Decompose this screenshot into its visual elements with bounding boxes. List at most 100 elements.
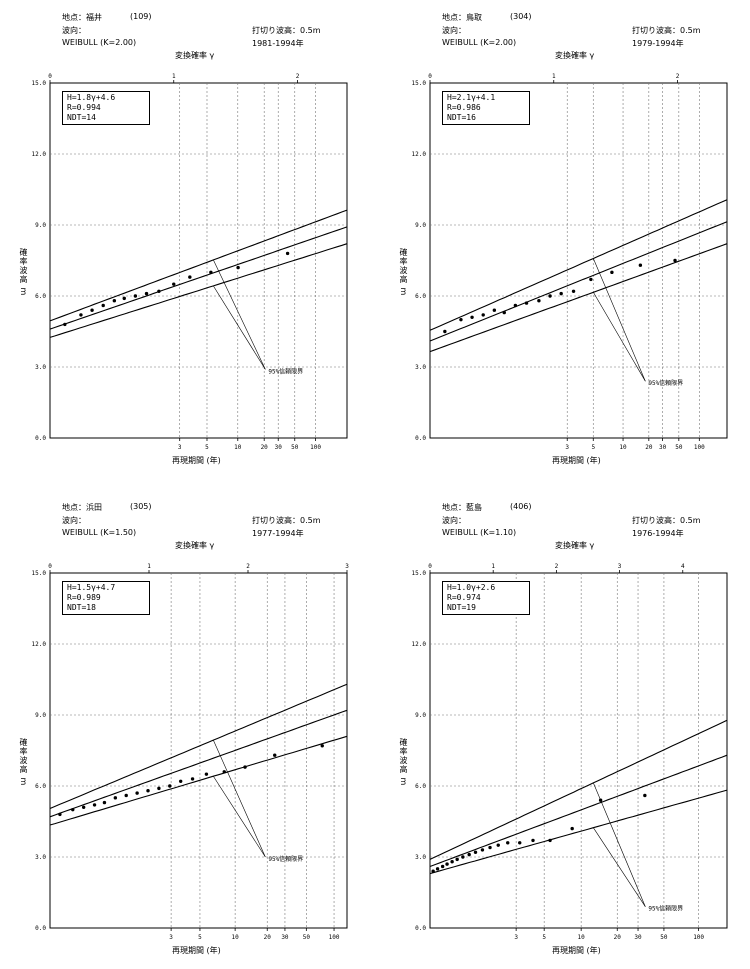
data-point — [222, 770, 226, 774]
y-tick-label: 12.0 — [32, 641, 47, 648]
return-period-tick-label: 5 — [205, 444, 209, 451]
ci-upper-line — [49, 683, 348, 810]
direction-label: 波向： — [62, 26, 86, 35]
distribution-label: WEIBULL (K=2.00) — [62, 38, 137, 47]
ci-lower-line — [429, 789, 728, 875]
data-point — [467, 852, 471, 857]
plot-frame — [49, 572, 348, 929]
period-label: 1979-1994年 — [632, 39, 684, 48]
y-axis-label: 確率波高 m — [19, 738, 28, 787]
station-label: 地点：浜田 — [62, 503, 102, 512]
return-period-tick-label: 5 — [542, 934, 546, 941]
station-label: 地点：鳥取 — [442, 13, 482, 22]
data-point — [506, 841, 510, 845]
plot-frame — [429, 82, 728, 439]
data-point — [571, 289, 576, 293]
data-point — [513, 303, 518, 308]
equation-box: H=1.5γ+4.7 R=0.989 NDT=18 — [62, 581, 150, 615]
data-point — [124, 793, 128, 798]
y-tick-label: 3.0 — [415, 854, 426, 861]
ci-upper-line — [429, 719, 728, 860]
ci-lower-line — [49, 735, 348, 826]
station-code: (406) — [510, 502, 532, 511]
data-point — [243, 765, 247, 769]
data-point — [273, 753, 277, 757]
y-tick-label: 15.0 — [32, 570, 47, 577]
data-point — [440, 864, 445, 869]
gamma-tick-label: 4 — [681, 563, 685, 570]
gamma-tick-label: 2 — [676, 73, 680, 80]
transform-axis-title: 変換確率 γ — [175, 51, 215, 60]
data-point — [172, 282, 176, 286]
station-code: (304) — [510, 12, 532, 21]
data-point — [537, 299, 541, 303]
data-point — [496, 843, 500, 847]
fit-line — [49, 709, 348, 818]
return-period-axis-title: 再現期間 (年) — [552, 456, 601, 465]
equation-box: H=2.1γ+4.1 R=0.986 NDT=16 — [442, 91, 530, 125]
data-point — [559, 291, 563, 296]
distribution-label: WEIBULL (K=1.50) — [62, 528, 137, 537]
data-point — [71, 807, 75, 812]
return-period-tick-label: 100 — [329, 934, 340, 941]
data-point — [459, 317, 463, 322]
data-point — [481, 313, 485, 317]
transform-axis-title: 変換確率 γ — [555, 541, 595, 550]
data-point — [236, 265, 240, 270]
y-tick-label: 12.0 — [32, 151, 47, 158]
y-tick-label: 9.0 — [35, 712, 46, 719]
data-point — [102, 800, 107, 805]
distribution-label: WEIBULL (K=2.00) — [442, 38, 517, 47]
return-period-tick-label: 3 — [514, 934, 518, 941]
correlation-value: R=0.974 — [447, 593, 481, 602]
data-point — [445, 862, 449, 866]
plot-frame — [49, 82, 348, 439]
data-point — [470, 315, 474, 319]
fit-line — [49, 226, 348, 330]
correlation-value: R=0.989 — [67, 593, 101, 602]
y-tick-label: 15.0 — [412, 570, 427, 577]
return-period-tick-label: 10 — [578, 934, 586, 941]
ci-lower-line — [49, 243, 348, 338]
data-point — [133, 294, 138, 298]
ci-leader-line — [213, 740, 266, 858]
gamma-tick-label: 3 — [345, 563, 349, 570]
data-point — [524, 301, 529, 305]
y-tick-label: 9.0 — [35, 222, 46, 229]
data-point — [548, 838, 552, 843]
y-tick-label: 3.0 — [35, 854, 46, 861]
return-period-tick-label: 50 — [675, 444, 683, 451]
return-period-tick-label: 30 — [634, 934, 642, 941]
station-label: 地点：藍島 — [442, 503, 482, 512]
data-point — [461, 855, 465, 859]
gamma-tick-label: 2 — [555, 563, 559, 570]
return-period-axis-title: 再現期間 (年) — [172, 946, 221, 955]
data-point — [570, 826, 574, 831]
gamma-tick-label: 0 — [48, 73, 52, 80]
data-point — [90, 308, 94, 312]
station-label: 地点：福井 — [62, 13, 102, 22]
return-period-tick-label: 50 — [303, 934, 311, 941]
chart-canvas: 0.0 3.0 6.0 9.0 12.0 15.0 3 5 10 20 30 50 100 0 1 2 3 4 95… — [412, 563, 728, 941]
data-point — [502, 310, 506, 315]
data-point — [157, 289, 161, 293]
gamma-tick-label: 0 — [48, 563, 52, 570]
gamma-tick-label: 1 — [147, 563, 151, 570]
return-period-tick-label: 30 — [281, 934, 289, 941]
correlation-value: R=0.986 — [447, 103, 481, 112]
data-point — [178, 779, 183, 783]
station-code: (305) — [130, 502, 152, 511]
y-tick-label: 0.0 — [35, 435, 46, 442]
return-period-tick-label: 50 — [660, 934, 668, 941]
return-period-tick-label: 3 — [169, 934, 173, 941]
data-point — [455, 857, 459, 862]
return-period-tick-label: 3 — [565, 444, 569, 451]
return-period-tick-label: 30 — [659, 444, 667, 451]
return-period-tick-label: 20 — [614, 934, 622, 941]
data-point — [435, 867, 440, 871]
ci-upper-line — [49, 209, 348, 322]
period-label: 1977-1994年 — [252, 529, 304, 538]
data-point — [480, 848, 485, 852]
ci-leader-line — [213, 285, 266, 370]
return-period-tick-label: 30 — [275, 444, 283, 451]
